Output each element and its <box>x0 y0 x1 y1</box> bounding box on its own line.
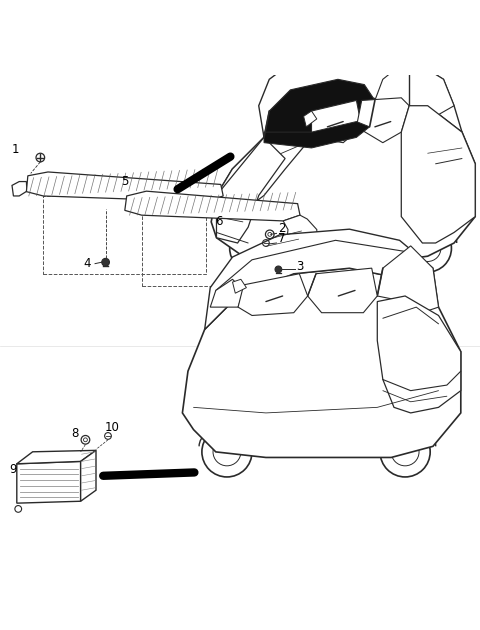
Polygon shape <box>17 450 96 464</box>
Polygon shape <box>17 461 81 503</box>
FancyBboxPatch shape <box>422 346 439 374</box>
Polygon shape <box>308 268 377 312</box>
Polygon shape <box>216 137 312 211</box>
Text: 1: 1 <box>12 143 20 156</box>
Polygon shape <box>264 79 375 137</box>
Polygon shape <box>204 229 439 329</box>
Polygon shape <box>375 58 454 117</box>
Polygon shape <box>182 268 461 457</box>
Polygon shape <box>264 122 370 148</box>
Polygon shape <box>356 98 409 142</box>
Polygon shape <box>401 106 475 243</box>
Text: 9: 9 <box>10 464 17 476</box>
Polygon shape <box>259 53 462 137</box>
Text: 3: 3 <box>297 260 304 273</box>
Circle shape <box>275 266 282 273</box>
Polygon shape <box>216 137 285 243</box>
Polygon shape <box>232 279 246 293</box>
Polygon shape <box>210 279 244 307</box>
Text: 5: 5 <box>121 175 128 188</box>
Polygon shape <box>81 450 96 501</box>
Polygon shape <box>283 215 317 246</box>
Polygon shape <box>12 181 27 196</box>
Text: 6: 6 <box>215 215 223 228</box>
Polygon shape <box>26 172 223 202</box>
Text: 7: 7 <box>278 232 286 245</box>
Polygon shape <box>238 273 308 316</box>
Polygon shape <box>377 246 439 312</box>
Text: 4: 4 <box>83 256 91 270</box>
Polygon shape <box>377 296 461 413</box>
Polygon shape <box>312 100 362 142</box>
Text: 8: 8 <box>71 427 78 440</box>
Text: 10: 10 <box>105 421 120 434</box>
Circle shape <box>102 258 109 266</box>
Text: 2: 2 <box>278 222 286 236</box>
Polygon shape <box>125 191 300 221</box>
Polygon shape <box>211 98 475 264</box>
Polygon shape <box>304 111 317 127</box>
